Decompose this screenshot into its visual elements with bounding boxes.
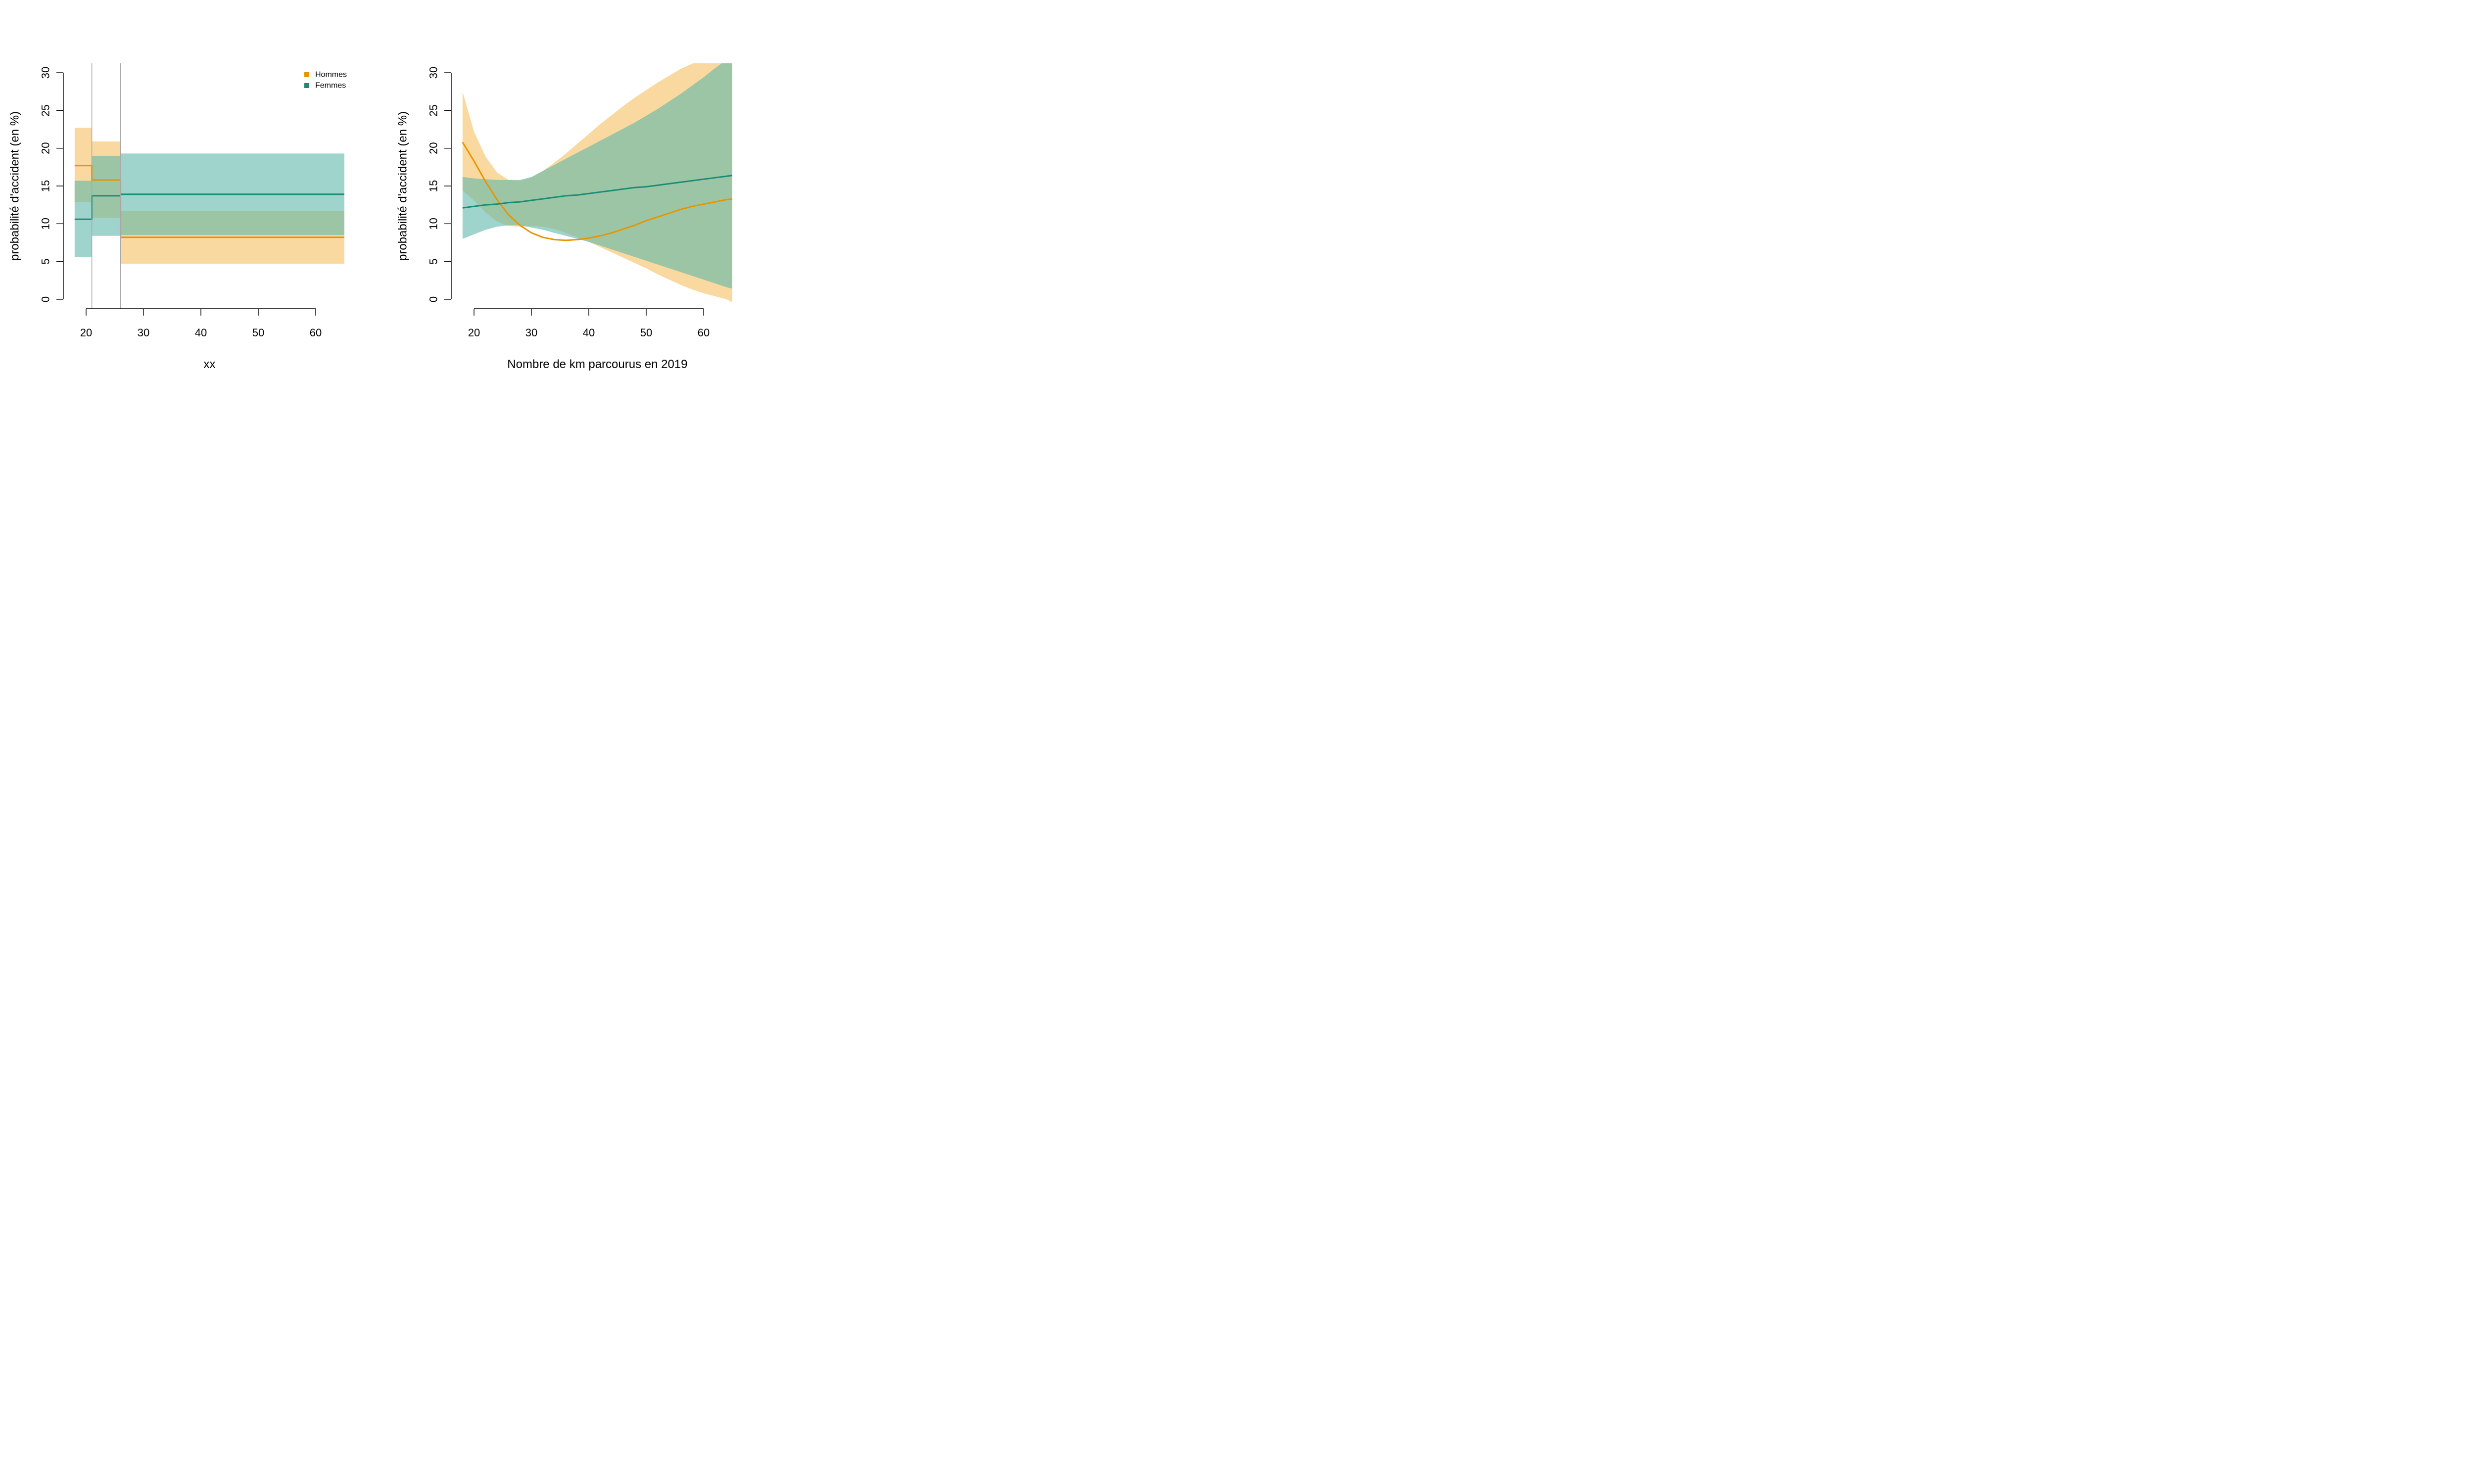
legend-swatch bbox=[304, 83, 309, 88]
y-tick-label: 10 bbox=[428, 218, 440, 230]
y-tick-label: 20 bbox=[40, 142, 52, 154]
legend-label: Hommes bbox=[315, 71, 347, 79]
y-axis: 0 5 10 15 20 25 30 bbox=[40, 67, 64, 302]
plot-area bbox=[462, 63, 733, 303]
y-tick-label: 30 bbox=[428, 67, 440, 79]
y-axis: 0 5 10 15 20 25 30 bbox=[428, 67, 452, 302]
y-tick-label: 30 bbox=[40, 67, 52, 79]
y-tick-label: 15 bbox=[428, 180, 440, 192]
x-axis: 20 30 40 50 60 bbox=[80, 308, 322, 339]
y-axis-label: probabilité d'accident (en %) bbox=[396, 111, 410, 261]
legend-item-femmes: Femmes bbox=[304, 82, 346, 90]
x-tick-label: 40 bbox=[195, 326, 207, 339]
legend-swatch bbox=[304, 72, 309, 77]
y-tick-label: 5 bbox=[40, 259, 52, 265]
x-tick-label: 60 bbox=[310, 326, 322, 339]
x-axis: 20 30 40 50 60 bbox=[468, 308, 710, 339]
y-tick-label: 25 bbox=[428, 104, 440, 116]
y-tick-label: 10 bbox=[40, 218, 52, 230]
x-tick-label: 40 bbox=[583, 326, 595, 339]
y-axis-label: probabilité d'accident (en %) bbox=[8, 111, 22, 261]
line-hommes bbox=[74, 165, 344, 238]
line-hommes bbox=[462, 141, 733, 241]
y-tick-label: 0 bbox=[40, 296, 52, 302]
x-tick-label: 30 bbox=[138, 326, 149, 339]
y-tick-label: 25 bbox=[40, 104, 52, 116]
series-lines bbox=[462, 141, 733, 241]
x-tick-label: 30 bbox=[525, 326, 537, 339]
series-lines bbox=[74, 165, 344, 238]
band-femmes bbox=[462, 63, 732, 289]
legend-label: Femmes bbox=[315, 82, 346, 90]
y-tick-label: 0 bbox=[428, 296, 440, 302]
plot-area bbox=[74, 63, 344, 309]
x-tick-label: 60 bbox=[698, 326, 710, 339]
left-chart: 0 5 10 15 20 25 30 20 30 40 50 60 probabilité d'acci… bbox=[8, 63, 347, 371]
legend-item-hommes: Hommes bbox=[304, 71, 347, 79]
y-tick-label: 5 bbox=[428, 259, 440, 265]
right-chart: 0 5 10 15 20 25 30 20 30 40 50 60 probabilité d'acci… bbox=[396, 63, 733, 371]
x-tick-label: 50 bbox=[640, 326, 652, 339]
y-tick-label: 15 bbox=[40, 180, 52, 192]
x-tick-label: 50 bbox=[252, 326, 264, 339]
x-axis-label: Nombre de km parcourus en 2019 bbox=[507, 358, 687, 371]
x-tick-label: 20 bbox=[468, 326, 480, 339]
x-tick-label: 20 bbox=[80, 326, 92, 339]
confidence-bands bbox=[462, 63, 732, 303]
line-femmes bbox=[74, 193, 344, 220]
y-tick-label: 20 bbox=[428, 142, 440, 154]
line-femmes bbox=[462, 175, 733, 209]
legend: Hommes Femmes bbox=[304, 71, 347, 90]
x-axis-label: xx bbox=[203, 358, 215, 371]
